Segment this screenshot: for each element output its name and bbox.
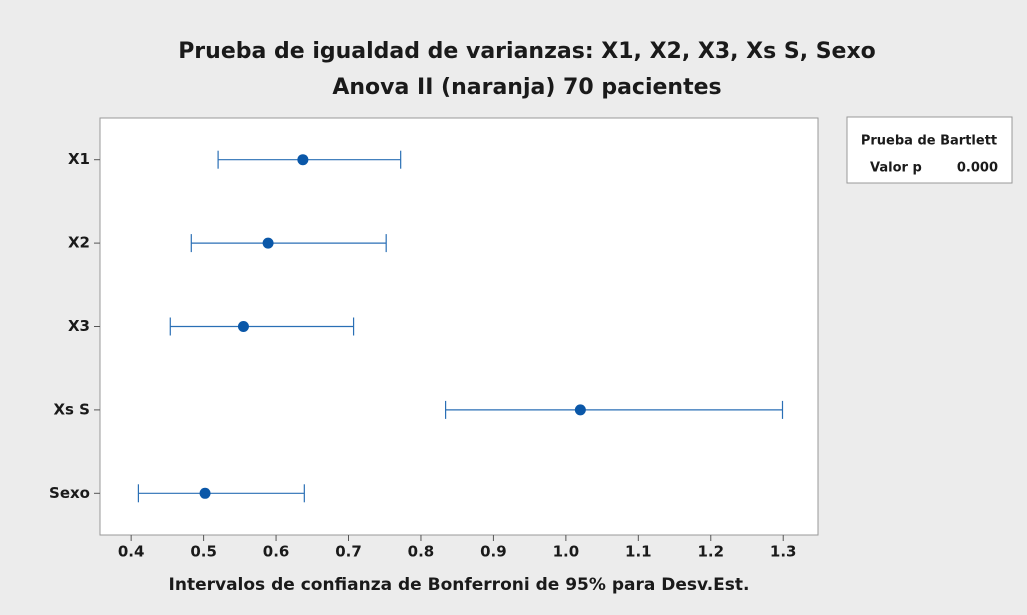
x-tick-label: 1.1 <box>625 543 652 561</box>
x-tick-label: 1.3 <box>770 543 797 561</box>
chart-subtitle: Anova II (naranja) 70 pacientes <box>332 75 721 100</box>
legend-box <box>846 116 1013 184</box>
y-tick-label: X2 <box>68 234 90 252</box>
point <box>297 154 309 166</box>
y-tick-label: X1 <box>68 150 90 168</box>
test-value: 0.000 <box>957 161 998 176</box>
x-tick-label: 0.8 <box>408 543 435 561</box>
x-axis-label: Intervalos de confianza de Bonferroni de… <box>169 575 750 595</box>
x-tick-label: 0.4 <box>118 543 145 561</box>
point <box>262 237 274 249</box>
x-tick-label: 0.7 <box>335 543 362 561</box>
x-tick-label: 1.0 <box>553 543 580 561</box>
y-tick-label: Sexo <box>49 484 90 502</box>
point <box>574 404 586 416</box>
point <box>199 487 211 499</box>
x-tick-label: 1.2 <box>697 543 724 561</box>
point <box>237 321 249 332</box>
test-label: Valor p <box>870 161 922 176</box>
x-tick-label: 0.9 <box>480 543 507 561</box>
y-tick-label: Xs S <box>53 400 90 418</box>
test-title: Prueba de Bartlett <box>861 134 997 149</box>
x-tick-label: 0.5 <box>190 543 217 561</box>
chart-title: Prueba de igualdad de varianzas: X1, X2,… <box>178 39 876 64</box>
y-tick-label: X3 <box>68 317 90 335</box>
x-tick-label: 0.6 <box>263 543 290 561</box>
